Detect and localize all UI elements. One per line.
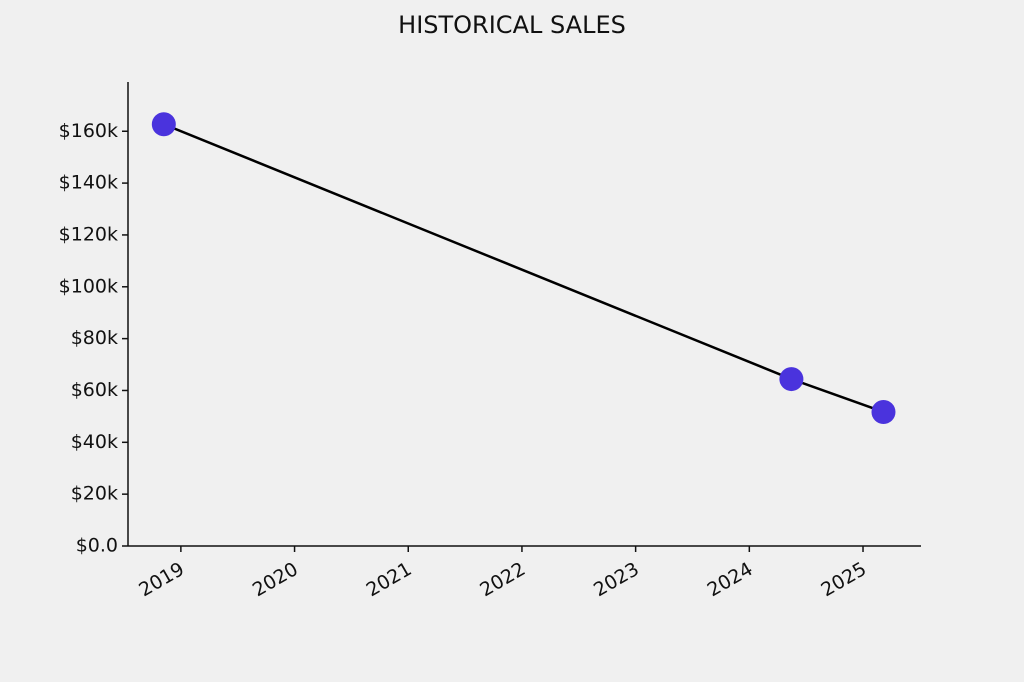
- x-tick-label: 2023: [590, 558, 643, 601]
- y-tick-label: $40k: [71, 431, 118, 453]
- marker: [779, 367, 804, 392]
- x-tick-label: 2025: [817, 558, 870, 601]
- y-tick-label: $120k: [59, 223, 118, 245]
- chart-title: HISTORICAL SALES: [398, 11, 626, 39]
- y-tick-label: $80k: [71, 327, 118, 349]
- line: [163, 123, 884, 414]
- marker: [871, 399, 896, 424]
- marker: [151, 112, 176, 137]
- x-tick-label: 2020: [249, 558, 302, 601]
- y-tick-label: $160k: [59, 120, 118, 142]
- x-tick-label: 2024: [704, 558, 757, 601]
- y-tick-label: $20k: [71, 483, 118, 505]
- x-tick-label: 2022: [476, 558, 529, 601]
- y-tick-label: $0.0: [76, 535, 118, 557]
- x-tick-label: 2019: [135, 558, 188, 601]
- y-tick-label: $140k: [59, 172, 118, 194]
- y-tick-label: $60k: [71, 379, 118, 401]
- x-tick-label: 2021: [363, 558, 416, 601]
- y-tick-label: $100k: [59, 275, 118, 297]
